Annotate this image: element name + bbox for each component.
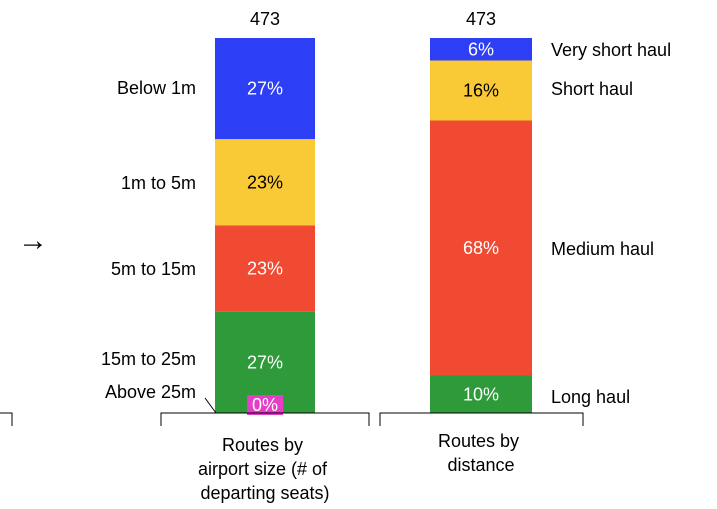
total-label-airport-size: 473 [250, 9, 280, 29]
legend-label-below-1m: Below 1m [117, 78, 196, 98]
category-bracket-airport-size [160, 412, 370, 426]
data-label-airport-size-1m-to-5m: 23% [247, 172, 283, 192]
category-label-airport-size: Routes by airport size (# of departing s… [198, 435, 332, 503]
data-label-airport-size-above-25m: 0% [252, 395, 278, 415]
data-label-distance-long-haul: 10% [463, 384, 499, 404]
bar-segment-airport-size-above-25m [247, 395, 283, 415]
bar-segment-distance-medium-haul [430, 120, 532, 376]
category-bracket-left-edge [0, 412, 13, 426]
bar-segment-airport-size-5m-to-15m [215, 225, 315, 312]
data-label-distance-very-short-haul: 6% [468, 39, 494, 59]
category-bracket-distance [379, 412, 584, 426]
data-label-distance-medium-haul: 68% [463, 238, 499, 258]
legend-label-very-short-haul: Very short haul [551, 40, 671, 60]
legend-label-short-haul: Short haul [551, 79, 633, 99]
legend-label-1m-to-5m: 1m to 5m [121, 173, 196, 193]
bar-segment-airport-size-1m-to-5m [215, 139, 315, 226]
bar-segment-distance-long-haul [430, 375, 532, 413]
data-label-airport-size-5m-to-15m: 23% [247, 259, 283, 279]
data-label-airport-size-below-1m: 27% [247, 79, 283, 99]
segment-labels-distance: 6% 16% 68% 10% [463, 39, 499, 404]
legend-label-5m-to-15m: 5m to 15m [111, 259, 196, 279]
arrow-right-icon: → [18, 224, 48, 257]
total-label-distance: 473 [466, 9, 496, 29]
category-label-distance: Routes by distance [438, 431, 524, 475]
data-label-airport-size-15m-to-25m: 27% [247, 352, 283, 372]
leader-line-above-25m [204, 397, 217, 414]
stack-distance [430, 38, 532, 413]
segment-labels-airport-size: 27% 23% 23% 27% 0% [247, 79, 283, 415]
legend-label-long-haul: Long haul [551, 387, 630, 407]
legend-label-medium-haul: Medium haul [551, 239, 654, 259]
legend-label-above-25m: Above 25m [105, 382, 196, 402]
stack-airport-size [215, 38, 315, 413]
data-label-distance-short-haul: 16% [463, 81, 499, 101]
bar-segment-distance-short-haul [430, 60, 532, 121]
legend-label-15m-to-25m: 15m to 25m [101, 349, 196, 369]
bar-segment-distance-very-short-haul [430, 38, 532, 61]
bar-segment-airport-size-below-1m [215, 38, 315, 140]
